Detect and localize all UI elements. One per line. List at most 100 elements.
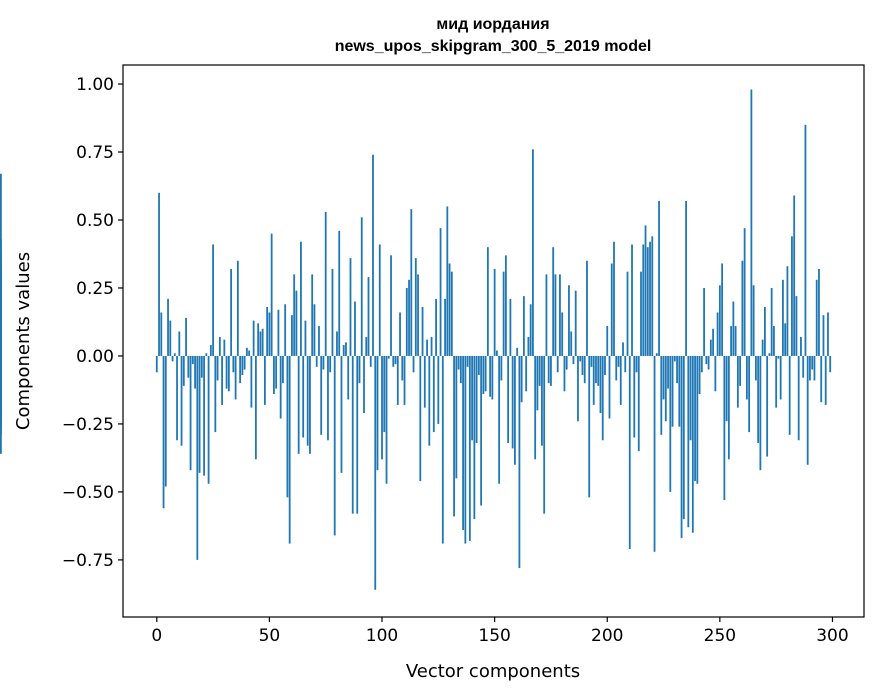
bar [203, 355, 205, 476]
bar [453, 355, 455, 517]
bar [547, 355, 550, 384]
bar [759, 355, 762, 471]
bar [432, 355, 435, 433]
bar [187, 355, 190, 378]
bar [279, 355, 282, 419]
bar [788, 355, 791, 435]
bar [556, 355, 559, 373]
bar [327, 355, 329, 441]
bar [667, 355, 669, 389]
bar [554, 274, 557, 356]
bar [218, 336, 221, 356]
bar [324, 211, 327, 356]
bar [734, 326, 737, 356]
bar [448, 263, 451, 356]
bar [822, 315, 825, 356]
bar [748, 355, 751, 433]
bar [162, 355, 165, 509]
bar [315, 355, 318, 367]
bar [590, 355, 593, 367]
bar [818, 268, 820, 356]
bar [559, 274, 561, 356]
bar [245, 347, 248, 356]
bar [570, 331, 573, 356]
bar [387, 355, 390, 359]
chart-title-line-2: news_upos_skipgram_300_5_2019 model [335, 38, 652, 55]
bar [248, 350, 251, 356]
bar [716, 312, 719, 356]
bar [0, 355, 2, 362]
bar [685, 200, 687, 356]
bar [509, 298, 512, 356]
bar [682, 355, 685, 520]
bar [297, 355, 300, 454]
bar [358, 355, 361, 384]
bar [766, 355, 769, 457]
bar [275, 355, 278, 389]
bar [714, 355, 717, 392]
x-tick-label: 250 [704, 626, 736, 646]
bar [743, 228, 746, 356]
bar [617, 355, 620, 367]
bar [378, 244, 381, 356]
x-axis: 0 50 100 150 200 250 300 [151, 617, 849, 646]
bar [439, 228, 442, 356]
bar [376, 355, 379, 471]
bar [669, 355, 672, 492]
y-tick-label: −0.50 [62, 483, 114, 503]
bar [689, 355, 692, 441]
bar [664, 355, 667, 422]
bar [372, 154, 374, 356]
bar [254, 355, 257, 460]
bar [457, 355, 460, 370]
bar [277, 309, 280, 356]
bar [809, 355, 811, 381]
bar [786, 266, 789, 356]
bar [194, 355, 196, 389]
bar [354, 301, 356, 356]
bar [707, 355, 710, 370]
bar [741, 260, 744, 356]
bar [640, 271, 642, 356]
bar [626, 271, 629, 356]
bar [322, 355, 325, 370]
bar [588, 355, 591, 498]
bar [365, 336, 368, 356]
bar [268, 312, 271, 356]
bar [282, 355, 284, 384]
bar [160, 312, 163, 356]
bar [477, 355, 480, 375]
bar [631, 244, 633, 356]
x-axis-label: Vector components [406, 661, 580, 682]
bar [169, 320, 172, 356]
bar [0, 355, 2, 408]
bar [736, 355, 739, 408]
bar [167, 298, 169, 356]
bar [482, 355, 485, 395]
bar [430, 336, 433, 356]
bar [385, 355, 388, 484]
bar [775, 355, 778, 408]
bar [642, 244, 645, 356]
bar [266, 307, 269, 356]
bar [489, 355, 492, 397]
bar [234, 355, 237, 400]
y-axis-label: Components values [13, 252, 34, 430]
bar [347, 355, 350, 400]
bar [486, 247, 489, 356]
bar [527, 336, 530, 356]
bar [745, 355, 748, 400]
bar [520, 355, 523, 403]
bar [829, 355, 832, 373]
bar [608, 355, 611, 419]
bar [462, 355, 464, 530]
bar [795, 296, 798, 356]
bar [725, 355, 728, 422]
bar [405, 287, 408, 356]
bar [419, 355, 422, 482]
bar [273, 355, 275, 395]
bar [336, 331, 338, 356]
bar [396, 355, 399, 405]
bar [804, 124, 807, 356]
y-axis: −0.75 −0.50 −0.25 0.00 0.25 0.50 0.75 1.00 [62, 75, 123, 571]
